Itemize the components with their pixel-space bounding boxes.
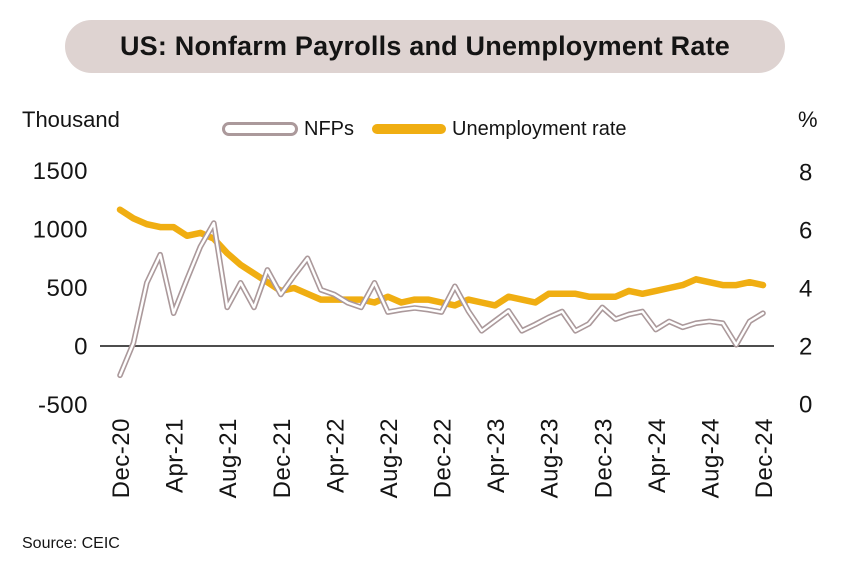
x-tick-label: Aug-23	[537, 418, 564, 498]
chart-title-badge: US: Nonfarm Payrolls and Unemployment Ra…	[65, 20, 785, 73]
x-tick-label: Dec-20	[108, 418, 135, 498]
y-left-tick-label: -500	[38, 392, 88, 419]
x-tick-label: Apr-22	[322, 418, 349, 493]
chart-title: US: Nonfarm Payrolls and Unemployment Ra…	[119, 31, 731, 61]
y-left-tick-label: 1000	[33, 217, 88, 244]
x-tick-label: Apr-21	[162, 418, 189, 493]
x-tick-label: Apr-24	[644, 418, 671, 493]
unemployment-line	[116, 206, 767, 309]
x-tick-label: Dec-22	[430, 418, 457, 498]
x-tick-label: Dec-24	[751, 418, 778, 498]
unemployment-legend-swatch	[372, 124, 446, 134]
legend: NFPs Unemployment rate	[222, 116, 627, 142]
left-axis-title: Thousand	[22, 107, 120, 132]
y-right-tick-label: 6	[799, 218, 812, 245]
x-tick-label: Apr-23	[483, 418, 510, 493]
y-left-tick-label: 0	[74, 334, 88, 361]
y-right-tick-label: 2	[799, 334, 812, 361]
y-left-tick-label: 1500	[33, 158, 88, 185]
x-tick-label: Aug-21	[215, 418, 242, 498]
unemployment-legend-label: Unemployment rate	[452, 117, 627, 140]
y-left-tick-label: 500	[46, 275, 88, 302]
nfp-legend-label: NFPs	[304, 117, 354, 140]
x-tick-label: Aug-22	[376, 418, 403, 498]
x-tick-label: Dec-21	[269, 418, 296, 498]
y-right-tick-label: 4	[799, 276, 812, 303]
y-right-tick-label: 8	[799, 160, 812, 187]
source-note: Source: CEIC	[22, 535, 120, 552]
y-right-tick-label: 0	[799, 392, 812, 419]
right-axis-title: %	[798, 107, 818, 132]
nfp-legend-swatch	[222, 122, 298, 136]
x-tick-label: Aug-24	[697, 418, 724, 498]
nfp-line-core	[118, 221, 765, 377]
x-tick-label: Dec-23	[590, 418, 617, 498]
